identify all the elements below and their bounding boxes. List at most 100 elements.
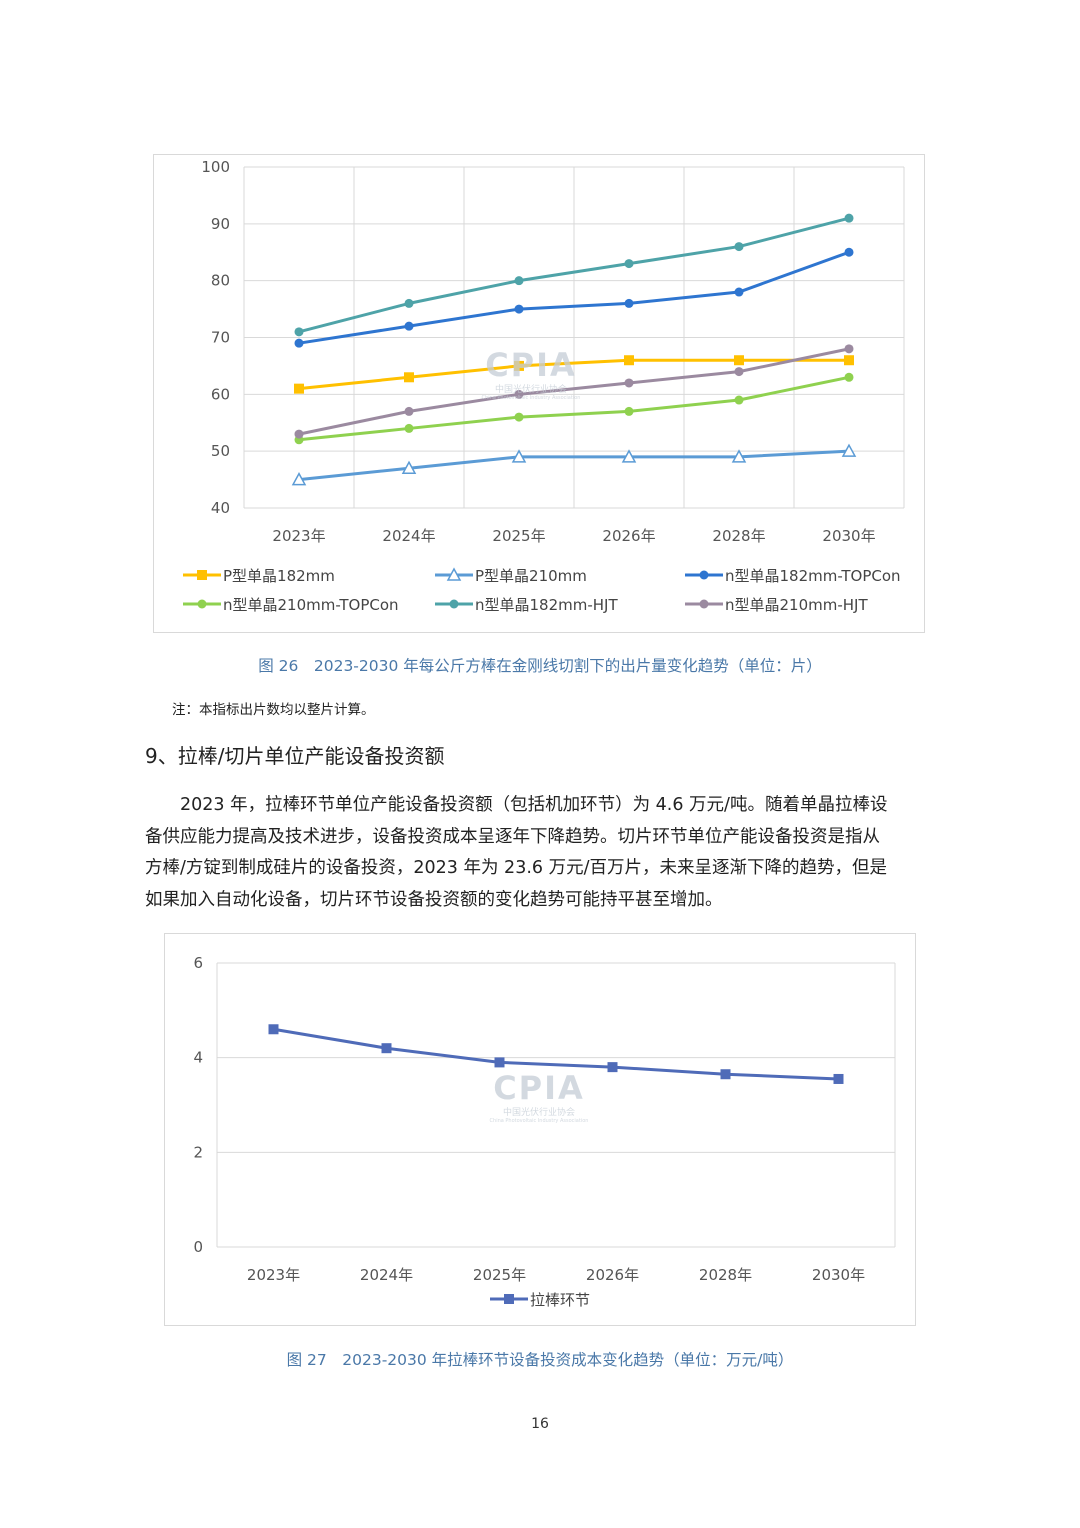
legend-marker xyxy=(197,599,207,609)
data-point xyxy=(494,1057,505,1068)
page-number: 16 xyxy=(531,1416,549,1432)
watermark-en: China Photovoltaic Industry Association xyxy=(489,1118,589,1124)
chart-1-frame: 40 50 60 70 80 90 100 2023年 2024年 2025年 2026年 2028年… xyxy=(153,154,925,633)
series-line xyxy=(298,375,850,442)
data-point xyxy=(734,287,744,297)
series-line xyxy=(273,1027,839,1081)
paragraph-line: 如果加入自动化设备，切片环节设备投资额的变化趋势可能持平甚至增加。 xyxy=(145,889,723,910)
data-point xyxy=(294,327,304,337)
data-point xyxy=(731,449,747,463)
data-point xyxy=(514,360,524,371)
legend-marker xyxy=(449,599,459,609)
y-tick-label: 50 xyxy=(211,442,230,460)
y-tick-label: 90 xyxy=(211,215,230,233)
y-tick-label: 4 xyxy=(193,1049,203,1067)
legend-label: n型单晶210mm-HJT xyxy=(725,596,868,614)
watermark-logo: CPIA xyxy=(485,346,577,384)
legend-label: n型单晶182mm-TOPCon xyxy=(725,567,901,585)
y-tick-label: 70 xyxy=(211,329,230,347)
x-tick-label: 2023年 xyxy=(247,1266,300,1284)
data-point xyxy=(294,429,304,439)
data-point xyxy=(514,389,524,399)
data-point xyxy=(624,355,634,366)
legend-label: n型单晶182mm-HJT xyxy=(475,596,618,614)
data-point xyxy=(624,406,634,416)
legend-label: n型单晶210mm-TOPCon xyxy=(223,596,399,614)
data-point xyxy=(844,372,854,382)
legend-marker xyxy=(504,1294,514,1304)
data-point xyxy=(514,276,524,286)
watermark-logo: CPIA xyxy=(493,1069,585,1107)
data-point xyxy=(294,383,304,394)
cpia-watermark-1: CPIA 中国光伏行业协会 China Photovoltaic Industr… xyxy=(471,346,591,401)
watermark-cn: 中国光伏行业协会 xyxy=(494,385,567,395)
series-line xyxy=(298,216,850,334)
data-point xyxy=(514,412,524,422)
x-tick-label: 2024年 xyxy=(382,527,435,545)
data-point xyxy=(621,449,637,463)
data-point xyxy=(734,355,744,366)
data-point xyxy=(720,1069,731,1080)
y-tick-label: 40 xyxy=(211,499,230,517)
y-tick-label: 60 xyxy=(211,385,230,403)
y-tick-label: 0 xyxy=(193,1238,203,1256)
y-tick-label: 2 xyxy=(193,1143,203,1161)
legend-marker xyxy=(699,599,709,609)
series-line xyxy=(298,347,850,436)
cpia-watermark-2: CPIA 中国光伏行业协会 China Photovoltaic Industr… xyxy=(479,1069,599,1124)
y-tick-label: 6 xyxy=(193,954,203,972)
data-point xyxy=(844,247,854,257)
data-point xyxy=(404,298,414,308)
series-line xyxy=(298,250,850,345)
paragraph-line: 方棒/方锭到制成硅片的设备投资，2023 年为 23.6 万元/百万片，未来呈逐… xyxy=(145,858,887,878)
data-point xyxy=(511,449,527,463)
data-point xyxy=(624,298,634,308)
data-point xyxy=(401,460,417,474)
data-point xyxy=(607,1062,618,1073)
x-tick-label: 2024年 xyxy=(360,1266,413,1284)
x-tick-label: 2030年 xyxy=(812,1266,865,1284)
data-point xyxy=(841,443,857,457)
data-point xyxy=(381,1043,392,1054)
y-tick-label: 80 xyxy=(211,272,230,290)
data-point xyxy=(734,242,744,252)
chart-1-svg: 40 50 60 70 80 90 100 2023年 2024年 2025年 2026年 2028年… xyxy=(183,158,905,614)
note-text: 注：本指标出片数均以整片计算。 xyxy=(172,702,375,718)
legend-marker xyxy=(197,570,207,580)
legend-marker xyxy=(699,570,709,580)
data-point xyxy=(404,406,414,416)
x-tick-label: 2023年 xyxy=(272,527,325,545)
data-point xyxy=(844,213,854,223)
legend-marker xyxy=(446,567,462,581)
data-point xyxy=(404,372,414,383)
figure-26-caption: 图 26 2023-2030 年每公斤方棒在金刚线切割下的出片量变化趋势（单位：… xyxy=(258,657,822,675)
x-tick-label: 2025年 xyxy=(473,1266,526,1284)
watermark-en: China Photovoltaic Industry Association xyxy=(481,395,581,401)
data-point xyxy=(833,1073,844,1084)
body-paragraph: 2023 年，拉棒环节单位产能设备投资额（包括机加环节）为 4.6 万元/吨。随… xyxy=(145,790,940,916)
paragraph-line: 备供应能力提高及技术进步，设备投资成本呈逐年下降趋势。切片环节单位产能设备投资是… xyxy=(145,826,880,847)
data-point xyxy=(844,355,854,366)
watermark-cn: 中国光伏行业协会 xyxy=(502,1108,575,1118)
data-point xyxy=(268,1024,279,1035)
data-point xyxy=(734,367,744,377)
data-point xyxy=(404,423,414,433)
series-line xyxy=(298,449,850,482)
paragraph-line: 2023 年，拉棒环节单位产能设备投资额（包括机加环节）为 4.6 万元/吨。随… xyxy=(145,795,888,815)
x-tick-label: 2028年 xyxy=(699,1266,752,1284)
x-tick-label: 2025年 xyxy=(492,527,545,545)
series-line xyxy=(298,358,849,391)
legend-label: P型单晶210mm xyxy=(475,567,587,585)
x-tick-label: 2026年 xyxy=(602,527,655,545)
data-point xyxy=(734,395,744,405)
data-point xyxy=(624,378,634,388)
data-point xyxy=(514,304,524,314)
chart-2-frame: 0 2 4 6 2023年 2024年 2025年 2026年 2028年 2030年 拉棒环节 C… xyxy=(164,933,916,1326)
x-tick-label: 2030年 xyxy=(822,527,875,545)
figure-27-caption: 图 27 2023-2030 年拉棒环节设备投资成本变化趋势（单位：万元/吨） xyxy=(286,1351,794,1369)
data-point xyxy=(404,321,414,331)
y-tick-label: 100 xyxy=(201,158,230,176)
x-tick-label: 2026年 xyxy=(586,1266,639,1284)
section-heading: 9、拉棒/切片单位产能设备投资额 xyxy=(145,744,445,768)
